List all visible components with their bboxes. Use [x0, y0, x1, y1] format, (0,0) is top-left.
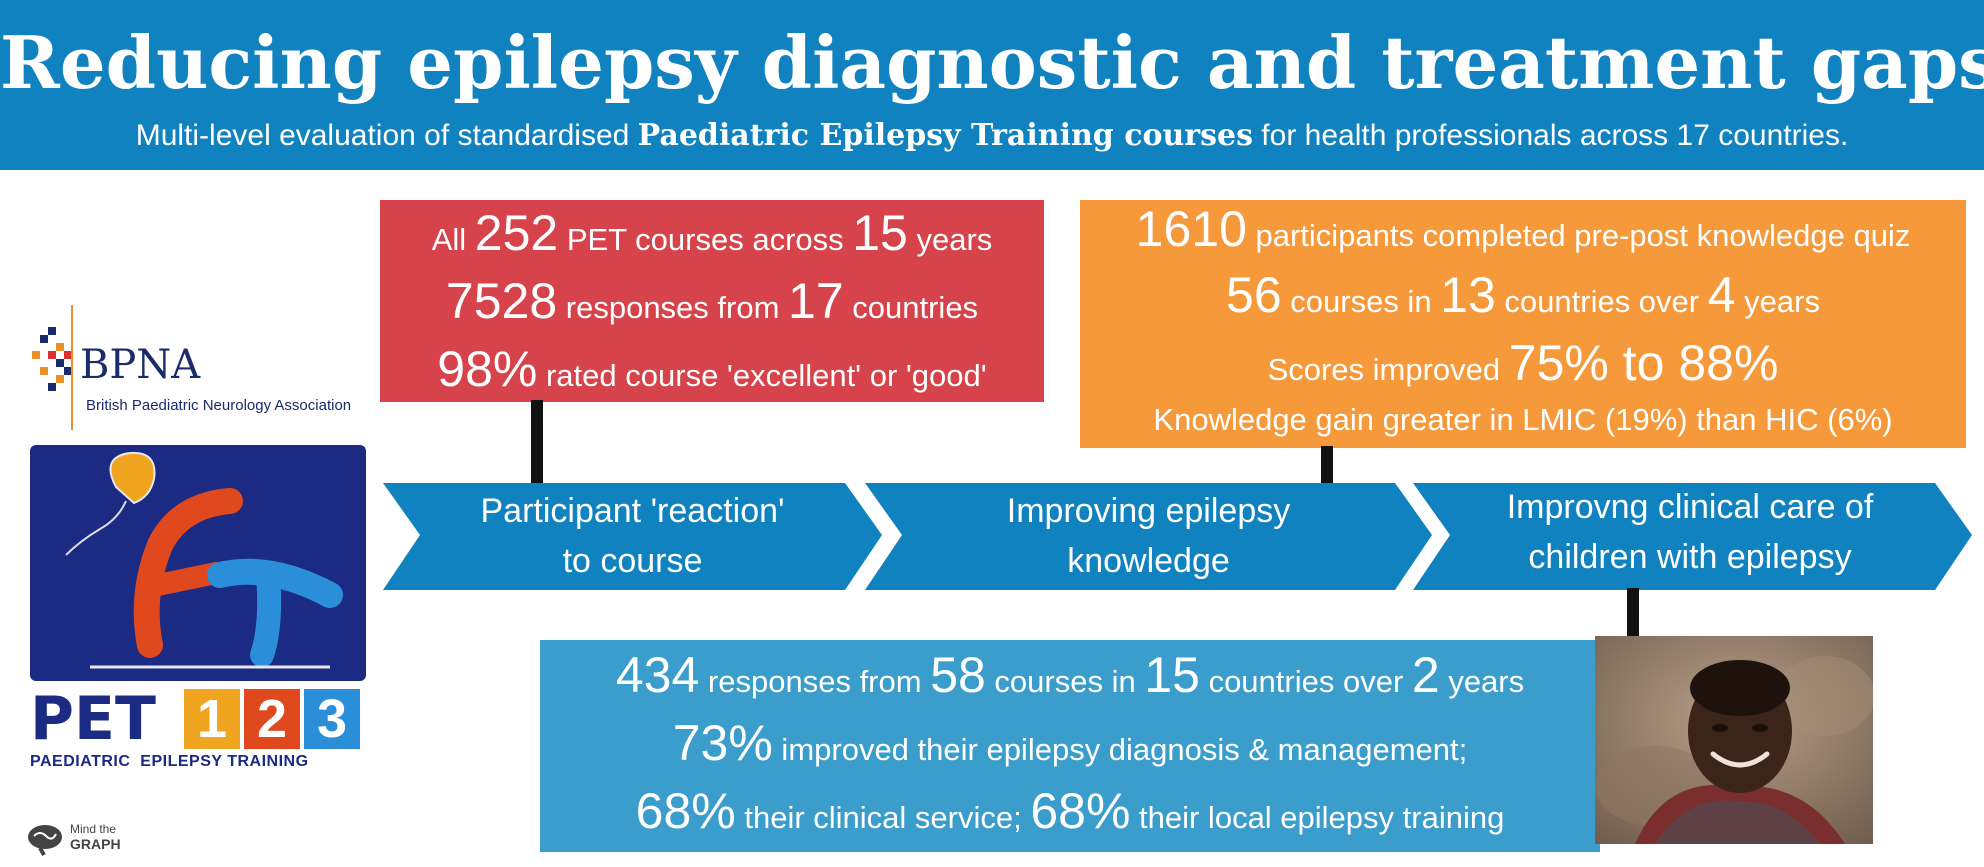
chevron-reaction — [383, 483, 882, 590]
mtg-line-1: Mind the — [70, 822, 117, 836]
chevron-label-reaction: Participant 'reaction' to course — [480, 492, 785, 580]
reaction-line-3: 98% rated course 'excellent' or 'good' — [437, 341, 987, 397]
pet-wordmark: PET — [30, 684, 156, 754]
connector-line — [1627, 588, 1639, 636]
subtitle-text-end: for health professionals across 17 count… — [1252, 119, 1849, 152]
pet-balloon-icon — [30, 445, 366, 681]
pet-caption: PAEDIATRIC EPILEPSY TRAINING — [30, 753, 309, 770]
reaction-line-2: 7528 responses from 17 countries — [445, 273, 979, 329]
care-line-2: 73% improved their epilepsy diagnosis & … — [672, 715, 1468, 771]
bpna-abbr: BPNA — [80, 342, 201, 388]
reaction-stats-box: All 252 PET courses across 15 years 7528… — [380, 200, 1044, 402]
pet-digit-1: 1 — [184, 689, 240, 749]
care-line-3: 68% their clinical service; 68% their lo… — [635, 783, 1505, 839]
knowledge-line-4: Knowledge gain greater in LMIC (19%) tha… — [1153, 402, 1893, 437]
subtitle-text: Multi-level evaluation of standardised — [135, 119, 638, 152]
chevron-label-care: Improvng clinical care of children with e… — [1506, 488, 1874, 576]
pet-digit-2: 2 — [244, 689, 300, 749]
bpna-mark-icon — [32, 305, 73, 430]
page-subtitle: Multi-level evaluation of standardised P… — [0, 116, 1984, 156]
care-line-1: 434 responses from 58 courses in 15 coun… — [615, 647, 1525, 703]
subtitle-bold-text: Paediatric Epilepsy Training courses — [637, 118, 1253, 153]
brain-icon — [28, 825, 62, 856]
care-stats-box: 434 responses from 58 courses in 15 coun… — [540, 640, 1600, 852]
chevron-care — [1413, 483, 1972, 590]
header-banner: Reducing epilepsy diagnostic and treatme… — [0, 0, 1984, 170]
chevron-knowledge — [865, 483, 1432, 590]
reaction-line-1: All 252 PET courses across 15 years — [431, 205, 993, 261]
chevron-label-knowledge: Improving epilepsy knowledge — [1006, 492, 1291, 580]
pet-digit-3: 3 — [304, 689, 360, 749]
knowledge-line-2: 56 courses in 13 countries over 4 years — [1226, 267, 1820, 323]
pet-logo: PET 1 2 3 PAEDIATRIC EPILEPSY TRAINING — [30, 445, 366, 775]
mtg-line-2: GRAPH — [70, 836, 121, 852]
knowledge-line-3: Scores improved 75% to 88% — [1267, 335, 1779, 391]
page-title: Reducing epilepsy diagnostic and treatme… — [0, 20, 1984, 105]
knowledge-stats-box: 1610 participants completed pre-post kno… — [1080, 200, 1966, 448]
knowledge-line-1: 1610 participants completed pre-post kno… — [1135, 201, 1911, 257]
bpna-logo: BPNA British Paediatric Neurology Associ… — [28, 305, 368, 435]
connector-line — [1321, 446, 1333, 486]
bpna-full-name: British Paediatric Neurology Association — [86, 397, 352, 414]
child-photo — [1595, 636, 1873, 844]
connector-line — [531, 400, 543, 486]
mind-the-graph-logo: Mind the GRAPH — [26, 822, 146, 856]
